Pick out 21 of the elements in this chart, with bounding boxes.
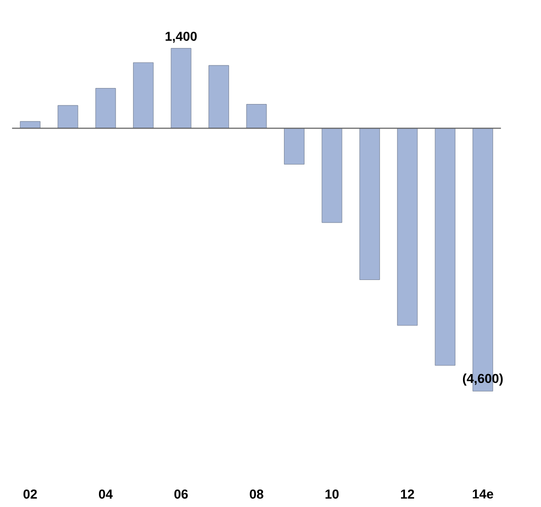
- x-tick-label: 08: [250, 490, 264, 499]
- x-tick-label: 12: [400, 490, 414, 499]
- x-tick-label: 06: [174, 490, 188, 499]
- bar: [20, 121, 40, 128]
- data-label: (4,600): [462, 374, 503, 386]
- bar: [359, 128, 380, 280]
- bar: [284, 128, 304, 164]
- x-tick-label: 10: [326, 490, 339, 499]
- data-label: 1,400: [166, 32, 197, 43]
- bar: [95, 88, 116, 128]
- bar: [133, 62, 154, 128]
- x-tick-label: 14e: [472, 490, 494, 499]
- bar: [322, 128, 342, 223]
- bar: [208, 65, 229, 128]
- bar: [170, 48, 192, 128]
- bar: [58, 105, 78, 128]
- x-tick-label: 04: [98, 490, 113, 499]
- bar: [397, 128, 418, 326]
- bar: [246, 104, 267, 128]
- bar: [434, 128, 456, 366]
- x-tick-label: 02: [23, 490, 37, 499]
